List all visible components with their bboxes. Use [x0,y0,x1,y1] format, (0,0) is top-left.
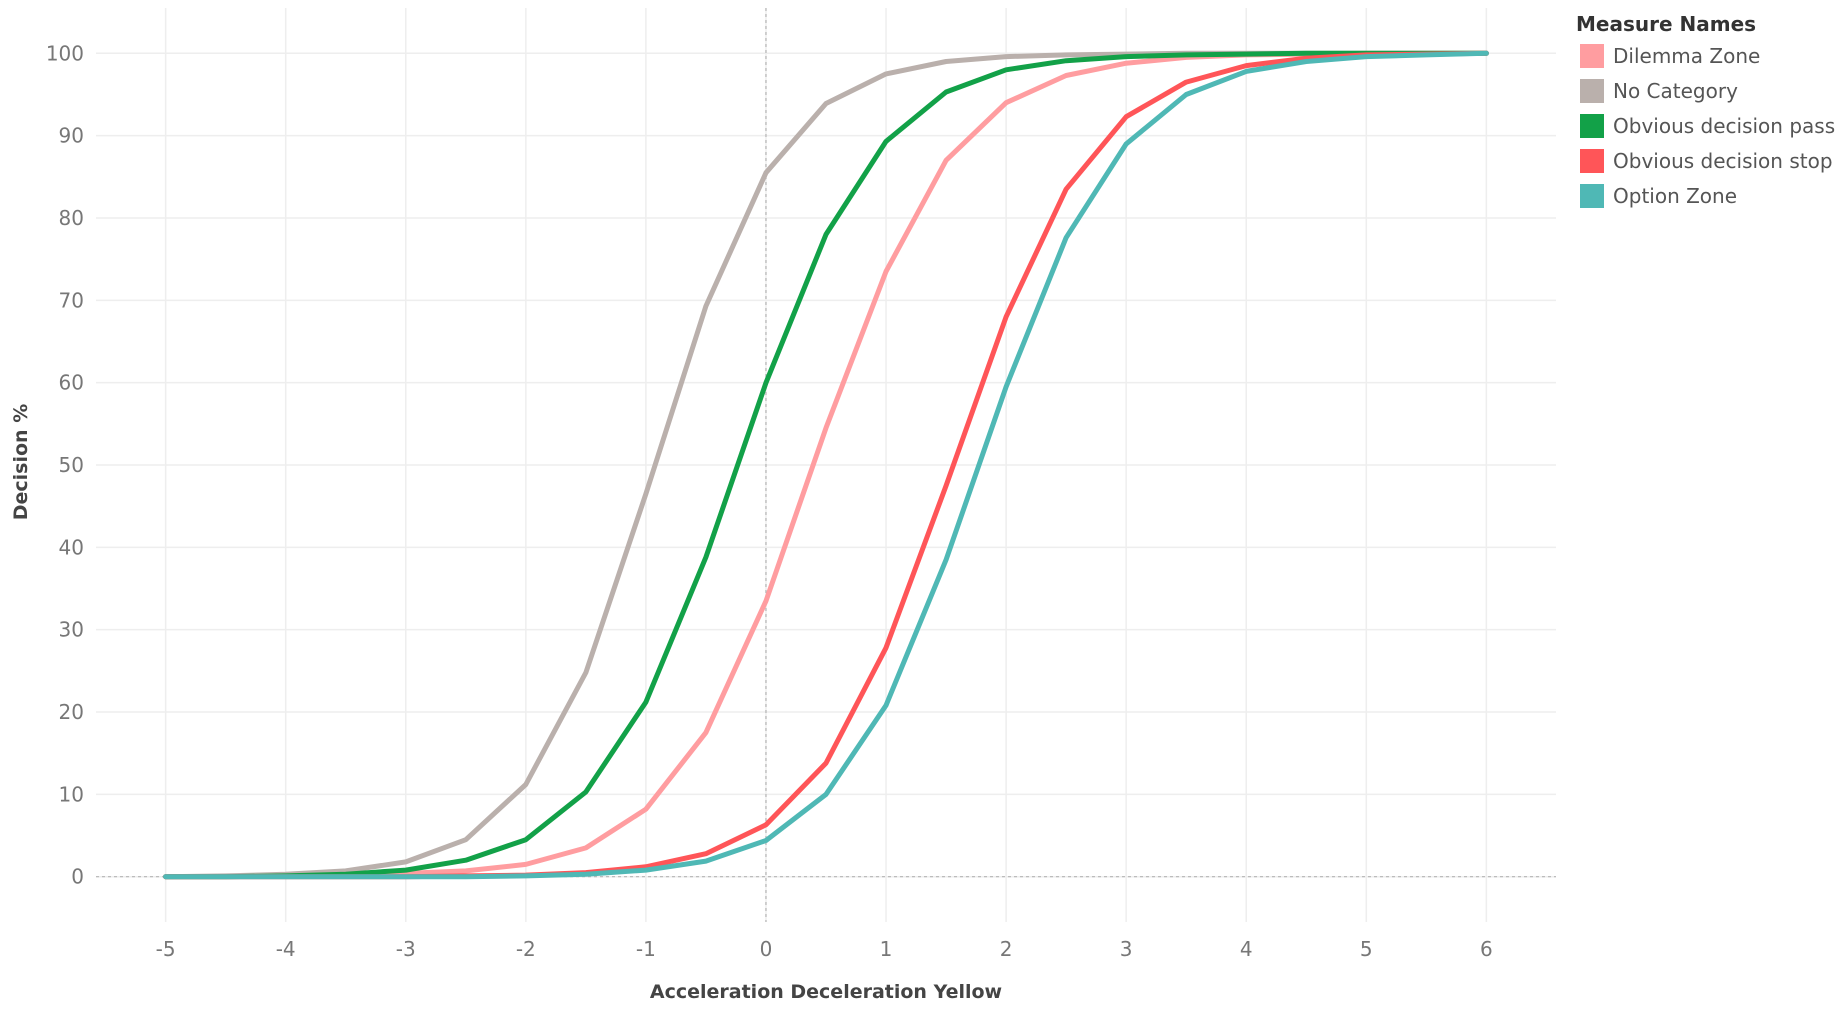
legend-item-obvious-decision-stop[interactable]: Obvious decision stop [1576,143,1833,178]
series-line-obvious-decision-pass [163,50,1489,880]
y-axis-tick-labels: 0 10 20 30 40 50 60 70 80 90 100 [46,41,84,888]
x-axis-title: Acceleration Deceleration Yellow [650,981,1002,1003]
zero-reference-lines [96,8,1556,922]
legend-label: Obvious decision stop [1613,148,1833,173]
x-tick-label: -4 [276,937,296,961]
x-tick-label: -5 [156,937,176,961]
y-tick-label: 80 [59,206,84,230]
x-tick-label: 6 [1480,937,1493,961]
x-tick-label: 3 [1120,937,1133,961]
y-tick-label: 90 [59,124,84,148]
x-tick-label: 5 [1360,937,1373,961]
legend-title: Measure Names [1576,12,1757,36]
y-tick-label: 50 [59,453,84,477]
y-tick-label: 70 [59,288,84,312]
legend-item-no-category[interactable]: No Category [1576,73,1832,108]
series-lines [163,50,1489,880]
legend-label: No Category [1613,78,1738,103]
legend-label: Obvious decision pass [1613,113,1836,138]
x-tick-label: -1 [636,937,656,961]
y-tick-label: 30 [59,618,84,642]
y-tick-label: 60 [59,371,84,395]
legend-label: Option Zone [1613,183,1738,208]
grid [96,8,1556,922]
legend-swatch-no-category [1580,78,1604,103]
x-tick-label: 4 [1240,937,1253,961]
y-tick-label: 100 [46,41,84,65]
legend-item-option-zone[interactable]: Option Zone [1576,178,1832,213]
x-tick-label: 1 [880,937,893,961]
y-axis-title: Decision % [10,404,32,521]
x-axis-tick-labels: -5 -4 -3 -2 -1 0 1 2 3 4 5 6 [156,937,1493,961]
y-tick-label: 40 [59,535,84,559]
x-tick-label: -3 [396,937,416,961]
y-tick-label: 10 [59,782,84,806]
legend-item-obvious-decision-pass[interactable]: Obvious decision pass [1576,108,1836,143]
x-tick-label: 2 [1000,937,1013,961]
y-tick-label: 20 [59,700,84,724]
x-tick-label: 0 [760,937,773,961]
legend-item-dilemma-zone[interactable]: Dilemma Zone [1576,38,1832,73]
legend-swatch-obvious-decision-pass [1580,113,1604,138]
x-tick-label: -2 [516,937,536,961]
legend-swatch-dilemma-zone [1580,43,1604,68]
legend-label: Dilemma Zone [1613,43,1761,68]
series-line-option-zone [163,50,1489,880]
legend-swatch-option-zone [1580,183,1604,208]
legend-swatch-obvious-decision-stop [1580,148,1604,173]
y-tick-label: 0 [71,865,84,889]
legend: Measure Names Dilemma Zone No Category O… [1576,12,1836,213]
